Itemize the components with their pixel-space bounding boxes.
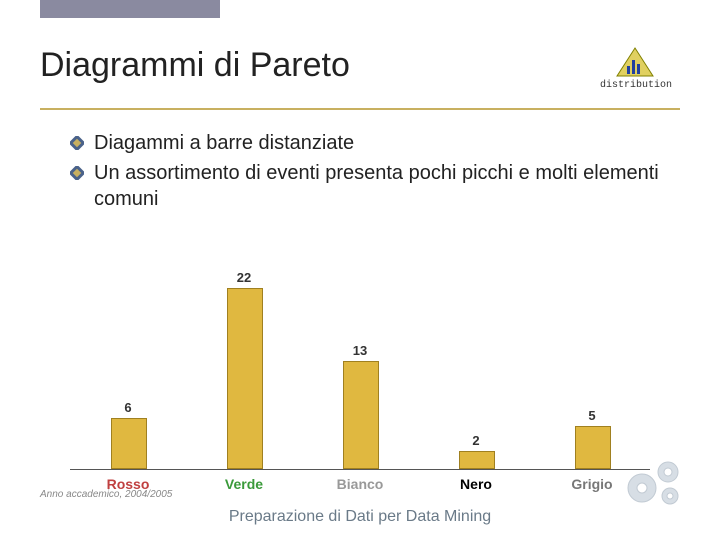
category-label: Grigio — [571, 476, 612, 492]
bar-value-label: 6 — [124, 400, 131, 415]
chart-bar — [575, 426, 611, 469]
pareto-bar-chart: 6Rosso22Verde13Bianco2Nero5Grigio — [70, 250, 650, 470]
category-label: Bianco — [337, 476, 384, 492]
page-title: Diagrammi di Pareto — [40, 46, 350, 85]
category-label: Nero — [460, 476, 492, 492]
chart-bar — [227, 288, 263, 469]
bullet-text: Un assortimento di eventi presenta pochi… — [94, 160, 670, 212]
bar-value-label: 2 — [472, 433, 479, 448]
footer-title: Preparazione di Dati per Data Mining — [0, 508, 720, 526]
distribution-icon — [615, 46, 655, 78]
footer-year: Anno accademico, 2004/2005 — [40, 489, 172, 500]
chart-bar — [343, 361, 379, 469]
distribution-badge-label: distribution — [600, 80, 670, 91]
bar-value-label: 13 — [353, 343, 367, 358]
category-label: Verde — [225, 476, 263, 492]
bullet-item: Diagammi a barre distanziate — [70, 130, 670, 156]
distribution-badge: distribution — [600, 46, 670, 91]
chart-bar — [111, 418, 147, 469]
top-accent-bar — [40, 0, 220, 18]
x-axis — [70, 469, 650, 470]
chart-bar — [459, 451, 495, 469]
title-underline — [40, 108, 680, 110]
bullet-icon — [70, 136, 84, 150]
bullet-list: Diagammi a barre distanziate Un assortim… — [70, 130, 670, 216]
bar-value-label: 5 — [588, 408, 595, 423]
bullet-icon — [70, 166, 84, 180]
gears-decoration-icon — [620, 450, 690, 510]
bar-value-label: 22 — [237, 270, 251, 285]
bullet-item: Un assortimento di eventi presenta pochi… — [70, 160, 670, 212]
bullet-text: Diagammi a barre distanziate — [94, 130, 670, 156]
